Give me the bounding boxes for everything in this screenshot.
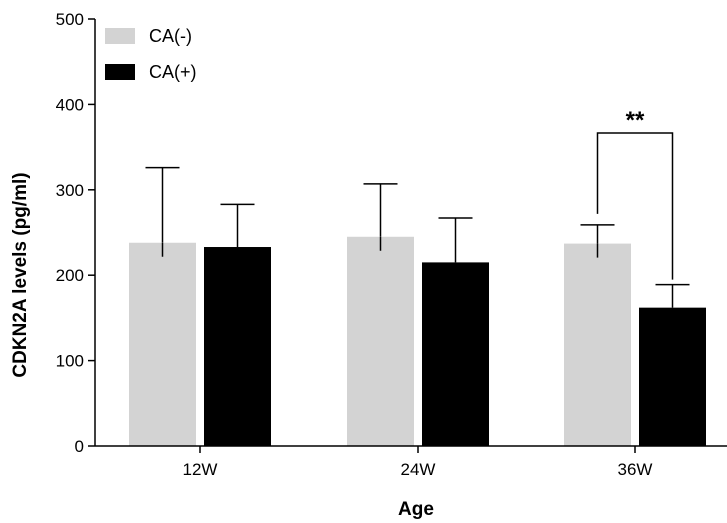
significance-annotation: **	[596, 107, 674, 280]
legend-swatch	[105, 64, 135, 80]
bar-CA(-)-12W	[129, 242, 196, 446]
y-tick-label: 100	[56, 352, 84, 371]
significance-label: **	[626, 107, 645, 134]
y-tick-label: 500	[56, 10, 84, 29]
legend: CA(-) CA(+)	[105, 26, 197, 82]
x-tick-label: 12W	[183, 460, 218, 479]
x-axis-title: Age	[398, 499, 434, 520]
bar-CA(+)-24W	[422, 262, 489, 446]
bars-group	[129, 166, 706, 446]
legend-swatch	[105, 28, 135, 44]
y-tick-label: 0	[75, 437, 84, 456]
bar-CA(+)-12W	[204, 247, 271, 446]
x-ticks: 12W 24W 36W	[183, 446, 653, 479]
bar-CA(-)-24W	[347, 236, 414, 446]
y-ticks: 0 100 200 300 400 500	[56, 10, 95, 456]
y-tick-label: 200	[56, 266, 84, 285]
x-tick-label: 24W	[401, 460, 436, 479]
y-tick-label: 300	[56, 181, 84, 200]
bar-CA(+)-36W	[639, 307, 706, 446]
legend-label: CA(+)	[149, 62, 197, 82]
bar-CA(-)-36W	[564, 243, 631, 446]
y-tick-label: 400	[56, 95, 84, 114]
x-tick-label: 36W	[618, 460, 653, 479]
y-axis-title: CDKN2A levels (pg/ml)	[10, 172, 31, 377]
significance-bracket	[596, 132, 674, 280]
legend-label: CA(-)	[149, 26, 192, 46]
